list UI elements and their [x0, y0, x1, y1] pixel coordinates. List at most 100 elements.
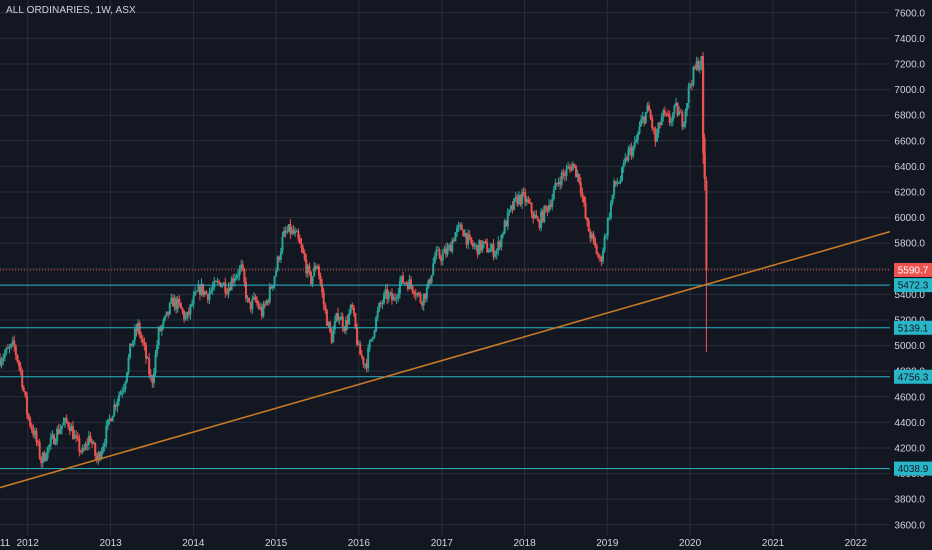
- candle-body: [321, 283, 324, 293]
- candle-body: [122, 389, 125, 392]
- candle-body: [514, 196, 517, 199]
- horizontal-levels[interactable]: [0, 269, 890, 470]
- time-axis[interactable]: 11 2012 2013 2014 2015 2016 2017 2018 2019 2020 20…: [0, 535, 932, 550]
- y-tick-label: 5000.0: [894, 341, 925, 352]
- candle-body: [379, 302, 382, 304]
- candle-body: [165, 311, 168, 316]
- candle-body: [154, 353, 157, 374]
- y-tick-label: 7000.0: [894, 85, 925, 96]
- candle-body: [27, 413, 30, 419]
- candle-body: [394, 297, 397, 299]
- candle-body: [184, 316, 187, 320]
- y-tick-label: 7400.0: [894, 34, 925, 45]
- x-tick-label: 2019: [596, 538, 619, 549]
- candle-body: [368, 341, 371, 349]
- x-tick-label: 2016: [348, 538, 371, 549]
- candle-body: [286, 231, 289, 233]
- candle-body: [35, 430, 38, 443]
- candle-body: [149, 374, 152, 377]
- candle-body: [106, 419, 109, 426]
- candle-body: [302, 247, 305, 253]
- candle-body: [116, 401, 119, 407]
- candle-body: [14, 346, 17, 356]
- candle-body: [11, 340, 14, 344]
- candle-body: [191, 304, 194, 306]
- candle-body: [146, 358, 149, 360]
- candle-body: [559, 181, 562, 185]
- x-tick-label: 2021: [762, 538, 785, 549]
- candle-body: [140, 335, 143, 339]
- candle-body: [103, 443, 106, 447]
- candle-body: [21, 370, 24, 388]
- candle-body: [373, 330, 376, 337]
- candle-body: [67, 422, 70, 427]
- candle-body: [560, 172, 563, 185]
- candle-body: [671, 113, 674, 122]
- candle-body: [198, 285, 201, 295]
- candle-body: [648, 105, 651, 111]
- candle-body: [73, 435, 76, 440]
- candle-body: [695, 61, 698, 69]
- candle-body: [273, 276, 276, 286]
- candle-body: [616, 183, 619, 185]
- candle-body: [221, 285, 224, 287]
- candle-body: [416, 293, 419, 296]
- candle-body: [498, 241, 501, 248]
- trendline-group[interactable]: [0, 230, 891, 489]
- candle-body: [571, 163, 574, 171]
- candle-body: [202, 283, 205, 295]
- candle-body: [398, 281, 401, 294]
- candle-body: [33, 430, 36, 436]
- candle-body: [603, 236, 606, 251]
- candle-body: [119, 392, 122, 396]
- candle-body: [24, 391, 27, 396]
- candle-body: [697, 61, 700, 70]
- candle-body: [592, 233, 595, 239]
- candle-body: [473, 245, 476, 247]
- candle-body: [297, 231, 300, 239]
- candle-body: [589, 231, 592, 239]
- candle-body: [549, 204, 552, 207]
- candle-body: [448, 245, 451, 248]
- candle-body: [555, 182, 558, 184]
- candle-body: [192, 295, 195, 305]
- candle-body: [22, 387, 25, 392]
- candle-body: [10, 343, 13, 347]
- candle-body: [211, 287, 214, 291]
- trendline: [0, 230, 891, 489]
- candle-body: [329, 321, 332, 332]
- candle-body: [343, 327, 346, 331]
- candle-body: [417, 293, 420, 295]
- y-tick-label: 3800.0: [894, 495, 925, 506]
- candle-body: [275, 270, 278, 277]
- candle-body: [270, 286, 273, 289]
- x-tick-label: 2014: [182, 538, 205, 549]
- candle-body: [160, 325, 163, 331]
- y-tick-label: 5400.0: [894, 290, 925, 301]
- candle-body: [609, 202, 612, 218]
- candle-body: [41, 452, 44, 464]
- symbol-title[interactable]: ALL ORDINARIES, 1W, ASX: [6, 5, 136, 16]
- candle-body: [678, 111, 681, 116]
- candle-body: [62, 422, 65, 426]
- candle-body: [248, 297, 251, 302]
- candle-body: [459, 224, 462, 226]
- candle-body: [421, 302, 424, 306]
- candle-body: [230, 278, 233, 291]
- candle-body: [670, 121, 673, 123]
- candle-body: [390, 292, 393, 301]
- candle-body: [503, 220, 506, 234]
- candle-body: [79, 451, 82, 453]
- y-tick-label: 6800.0: [894, 111, 925, 122]
- candle-body: [0, 358, 1, 366]
- candle-body: [563, 174, 566, 176]
- candle-body: [238, 267, 241, 276]
- candle-body: [144, 344, 147, 359]
- candle-body: [595, 245, 598, 255]
- candle-body: [543, 205, 546, 222]
- candle-body: [208, 292, 211, 300]
- candle-body: [624, 157, 627, 164]
- candle-body: [478, 240, 481, 255]
- candle-body: [203, 291, 206, 295]
